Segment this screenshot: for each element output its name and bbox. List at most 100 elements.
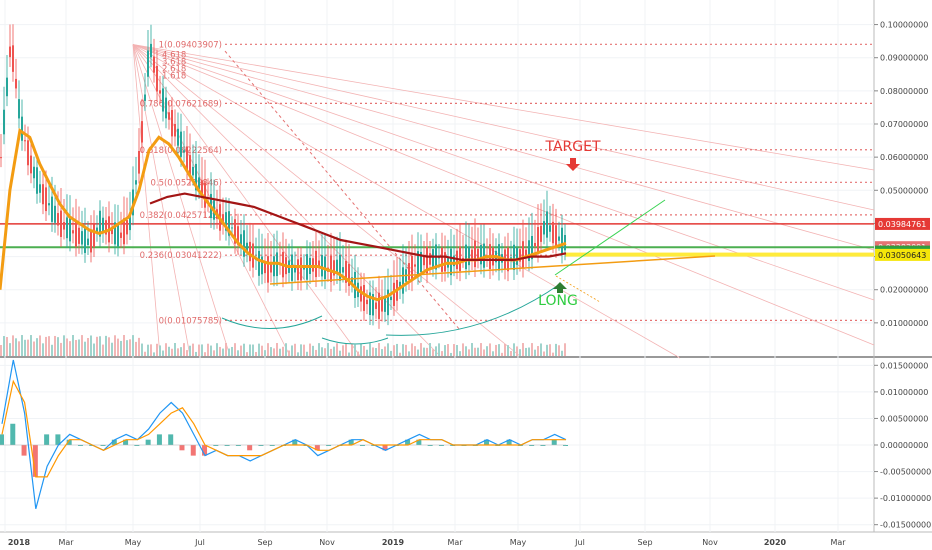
volume-bar <box>0 345 2 356</box>
candle-body <box>423 256 425 266</box>
dashed-trendline <box>224 50 461 331</box>
orange-small-projection <box>555 275 601 303</box>
support-zone-yellow <box>565 252 874 257</box>
volume-bar <box>516 346 518 356</box>
volume-bar <box>384 346 386 356</box>
candle-body <box>114 222 116 245</box>
candle-body <box>369 292 371 316</box>
candle-body <box>477 248 479 259</box>
candle-body <box>63 222 65 230</box>
volume-bar <box>471 343 473 356</box>
volume-bar <box>207 343 209 356</box>
macd-histogram-bar <box>292 439 298 445</box>
target-label: TARGET <box>544 139 600 155</box>
volume-bar <box>93 343 95 356</box>
candle-body <box>159 90 161 94</box>
candle-body <box>342 267 344 273</box>
volume-bar <box>111 342 113 356</box>
macd-histogram-bar <box>168 434 174 445</box>
candle-body <box>234 219 236 244</box>
volume-bar <box>42 343 44 356</box>
macd-histogram-bar <box>563 445 568 446</box>
candle-body <box>99 210 101 237</box>
macd-histogram-bar <box>55 434 61 445</box>
candle-body <box>510 257 512 260</box>
candle-body <box>351 277 353 283</box>
volume-bar <box>129 339 131 356</box>
volume-bar <box>216 343 218 356</box>
candle-body <box>534 242 536 247</box>
volume-bar <box>57 337 59 356</box>
candle-body <box>555 225 557 248</box>
volume-bar <box>15 338 17 356</box>
volume-bar <box>534 349 536 356</box>
candle-body <box>138 151 140 174</box>
candle-body <box>525 249 527 258</box>
volume-bar <box>546 344 548 356</box>
macd-histogram-bar <box>540 445 546 446</box>
candle-body <box>180 131 182 157</box>
candle-body <box>336 259 338 275</box>
green-projection <box>554 199 666 276</box>
volume-bar <box>531 343 533 356</box>
volume-bar <box>486 346 488 356</box>
volume-bar <box>459 351 461 356</box>
volume-bar <box>411 343 413 356</box>
candle-body <box>165 97 167 119</box>
candle-body <box>183 150 185 153</box>
candle-body <box>12 45 14 72</box>
candle-body <box>36 167 38 194</box>
macd-axis-label: -0.01000000 <box>880 494 931 503</box>
volume-bar <box>246 352 248 356</box>
candle-body <box>363 285 365 311</box>
volume-bar <box>498 344 500 356</box>
volume-bar <box>441 351 443 356</box>
candle-body <box>468 246 470 266</box>
candle-body <box>60 210 62 237</box>
candle-body <box>321 255 323 277</box>
volume-bar <box>141 343 143 356</box>
candle-body <box>18 99 20 119</box>
volume-bar <box>180 347 182 356</box>
volume-bar <box>354 344 356 356</box>
fib-small-label: 1.618 <box>162 72 186 82</box>
volume-bar <box>270 347 272 356</box>
macd-histogram-bar <box>111 439 117 445</box>
candle-body <box>150 43 152 58</box>
volume-bar <box>303 344 305 356</box>
candle-body <box>390 296 392 301</box>
macd-histogram-bar <box>269 445 275 446</box>
fib-level-label: 0.786(0.07621689) <box>140 99 222 109</box>
candle-body <box>42 184 44 205</box>
candle-body <box>399 281 401 290</box>
candle-body <box>48 203 50 206</box>
price-axis-label: 0.09000000 <box>880 54 928 63</box>
candle-body <box>540 225 542 242</box>
candle-body <box>483 243 485 268</box>
volume-bar <box>159 345 161 356</box>
volume-bar <box>156 343 158 356</box>
candle-body <box>81 231 83 245</box>
candle-body <box>375 302 377 309</box>
candle-body <box>453 255 455 267</box>
volume-bar <box>36 338 38 356</box>
volume-bar <box>30 335 32 356</box>
volume-bar <box>243 343 245 356</box>
volume-bar <box>561 350 563 356</box>
time-axis-label: Mar <box>447 538 463 547</box>
macd-axis-label: 0.00500000 <box>880 414 928 423</box>
time-axis-label: May <box>125 538 142 547</box>
cup-arc-bottom <box>321 337 389 345</box>
candle-body <box>171 110 173 137</box>
volume-bar <box>492 351 494 356</box>
candle-body <box>429 253 431 265</box>
time-axis-label: 2020 <box>764 538 787 547</box>
macd-histogram-bar <box>156 434 162 445</box>
volume-bar <box>72 335 74 356</box>
fib-level-label: 0.5(0.05239846) <box>150 178 222 188</box>
volume-bar <box>537 346 539 356</box>
volume-bar <box>312 345 314 356</box>
price-axis-label: 0.02000000 <box>880 286 928 295</box>
candle-body <box>204 182 206 208</box>
candle-body <box>54 205 56 223</box>
